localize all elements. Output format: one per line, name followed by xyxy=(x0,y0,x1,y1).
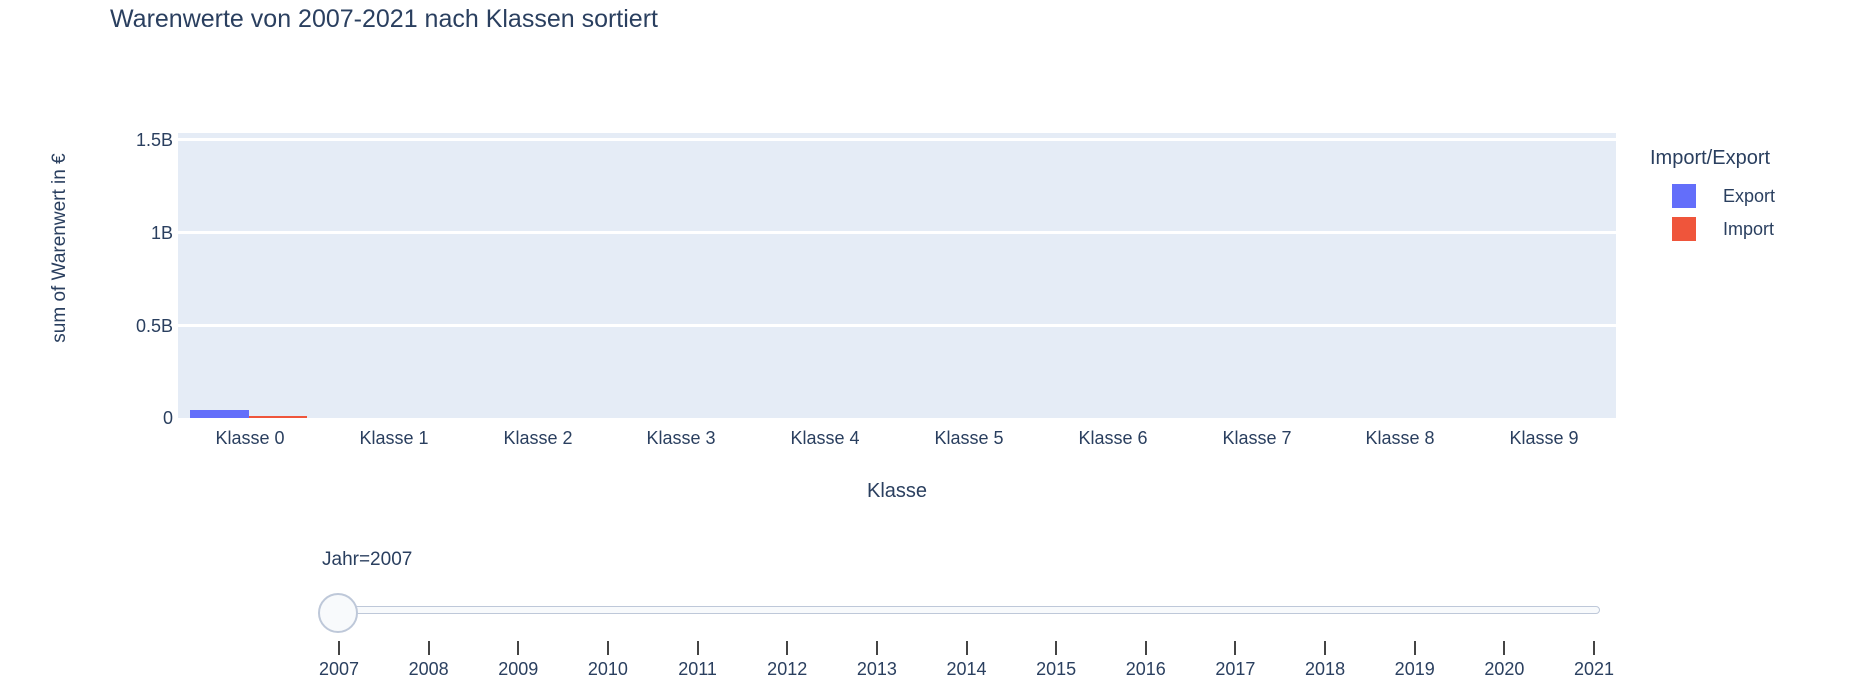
slider-year-2017: 2017 xyxy=(1215,659,1256,679)
slider-tick xyxy=(606,641,609,655)
slider-tick xyxy=(786,641,789,655)
slider-year-2016: 2016 xyxy=(1125,659,1166,679)
year-slider-handle[interactable] xyxy=(318,593,358,633)
plot-area[interactable] xyxy=(178,133,1616,418)
x-axis-title: Klasse xyxy=(866,480,928,502)
legend-item-import[interactable]: Import xyxy=(1650,217,1860,241)
slider-year-2018: 2018 xyxy=(1305,659,1346,679)
legend-item-label: Export xyxy=(1723,185,1776,206)
x-tick-klasse-5: Klasse 5 xyxy=(934,428,1004,448)
slider-tick xyxy=(427,641,430,655)
import-swatch-icon xyxy=(1672,217,1696,241)
gridline-1-5b xyxy=(178,138,1616,141)
legend-title: Import/Export xyxy=(1650,147,1771,169)
slider-tick xyxy=(1413,641,1416,655)
slider-year-2009: 2009 xyxy=(498,659,539,679)
x-tick-klasse-6: Klasse 6 xyxy=(1078,428,1148,448)
slider-tick xyxy=(965,641,968,655)
y-axis-title: sum of Warenwert in € xyxy=(49,153,70,343)
slider-tick xyxy=(1144,641,1147,655)
slider-current-value-label: Jahr=2007 xyxy=(322,549,413,570)
y-tick-label: 0 xyxy=(162,408,173,428)
slider-tick xyxy=(1055,641,1058,655)
y-tick-label: 0.5B xyxy=(135,316,173,336)
slider-tick xyxy=(875,641,878,655)
x-tick-klasse-9: Klasse 9 xyxy=(1509,428,1579,448)
slider-year-2019: 2019 xyxy=(1394,659,1435,679)
gridline-1b xyxy=(178,231,1616,234)
slider-tick xyxy=(1324,641,1327,655)
chart-title: Warenwerte von 2007-2021 nach Klassen so… xyxy=(110,5,658,33)
slider-tick xyxy=(696,641,699,655)
legend: Import/Export Export Import xyxy=(1650,147,1860,250)
legend-item-label: Import xyxy=(1723,218,1775,239)
x-tick-klasse-1: Klasse 1 xyxy=(359,428,429,448)
x-tick-klasse-0: Klasse 0 xyxy=(215,428,285,448)
slider-year-2013: 2013 xyxy=(856,659,897,679)
x-tick-klasse-7: Klasse 7 xyxy=(1222,428,1292,448)
y-tick-label: 1B xyxy=(150,223,173,243)
slider-year-2007: 2007 xyxy=(318,659,360,679)
slider-year-2012: 2012 xyxy=(767,659,808,679)
slider-year-2020: 2020 xyxy=(1484,659,1525,679)
x-tick-klasse-2: Klasse 2 xyxy=(503,428,573,448)
slider-tick xyxy=(338,641,340,655)
slider-year-2015: 2015 xyxy=(1036,659,1077,679)
slider-tick xyxy=(517,641,520,655)
slider-tick xyxy=(1593,641,1595,655)
year-slider-track[interactable] xyxy=(339,606,1600,614)
legend-item-export[interactable]: Export xyxy=(1650,184,1860,208)
slider-year-2010: 2010 xyxy=(587,659,628,679)
slider-year-2008: 2008 xyxy=(408,659,449,679)
x-tick-klasse-8: Klasse 8 xyxy=(1365,428,1435,448)
x-tick-klasse-3: Klasse 3 xyxy=(646,428,716,448)
slider-year-2011: 2011 xyxy=(678,659,717,679)
slider-tick xyxy=(1503,641,1506,655)
slider-year-2021: 2021 xyxy=(1573,659,1615,679)
bar-import-klasse-0 xyxy=(249,415,307,418)
year-slider-rail: 2007 2008 2009 2010 2011 2012 2013 2014 … xyxy=(319,641,1614,687)
slider-year-2014: 2014 xyxy=(946,659,987,679)
y-tick-label: 1.5B xyxy=(135,130,173,150)
gridline-0-5b xyxy=(178,324,1616,327)
bar-export-klasse-0 xyxy=(190,409,249,418)
export-swatch-icon xyxy=(1672,184,1696,208)
slider-tick xyxy=(1234,641,1237,655)
x-tick-klasse-4: Klasse 4 xyxy=(790,428,860,448)
